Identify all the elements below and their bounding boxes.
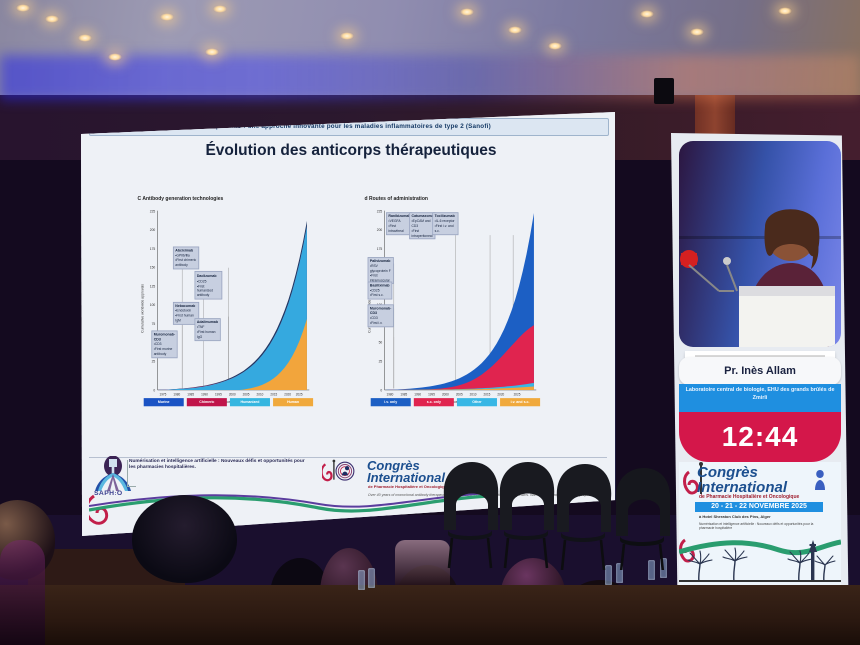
svg-text:2000: 2000 [229,393,236,397]
svg-text:2015: 2015 [270,393,277,397]
svg-text:200: 200 [377,228,383,232]
svg-text:2010: 2010 [257,393,264,397]
svg-text:1995: 1995 [428,393,435,397]
svg-text:50: 50 [379,340,383,344]
svg-text:2015: 2015 [484,393,491,397]
svg-text:25: 25 [152,359,156,363]
svg-text:200: 200 [150,228,156,232]
svg-text:175: 175 [150,247,156,251]
svg-text:0: 0 [153,389,155,393]
svg-text:75: 75 [152,322,156,326]
svg-text:1985: 1985 [400,393,407,397]
svg-text:2000: 2000 [442,393,449,397]
svg-text:100: 100 [150,303,156,307]
svg-text:2020: 2020 [497,393,504,397]
svg-text:175: 175 [377,247,383,251]
svg-text:1980: 1980 [387,393,394,397]
svg-text:0: 0 [380,389,382,393]
svg-text:1995: 1995 [215,393,222,397]
svg-text:225: 225 [377,209,383,213]
svg-text:1975: 1975 [160,393,167,397]
svg-text:225: 225 [150,209,156,213]
svg-text:1980: 1980 [173,393,180,397]
svg-text:2020: 2020 [284,393,291,397]
svg-text:125: 125 [150,284,156,288]
svg-text:2005: 2005 [243,393,250,397]
svg-text:25: 25 [379,359,383,363]
svg-text:1990: 1990 [201,393,208,397]
svg-text:2025: 2025 [296,393,303,397]
svg-text:2025: 2025 [514,393,521,397]
svg-text:Cumulative worldwide approvals: Cumulative worldwide approvals [141,284,145,333]
svg-text:2005: 2005 [456,393,463,397]
svg-text:1990: 1990 [414,393,421,397]
svg-text:1985: 1985 [187,393,194,397]
svg-text:150: 150 [150,265,156,269]
svg-text:2010: 2010 [470,393,477,397]
